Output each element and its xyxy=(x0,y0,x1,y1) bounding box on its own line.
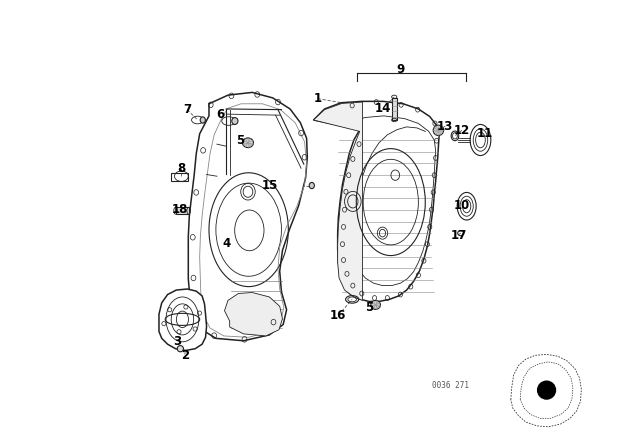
Ellipse shape xyxy=(200,117,205,123)
Text: 1: 1 xyxy=(314,92,322,105)
Text: 5: 5 xyxy=(365,301,374,314)
Bar xyxy=(175,207,189,214)
Text: 3: 3 xyxy=(173,335,181,348)
Text: 2: 2 xyxy=(180,349,189,362)
Bar xyxy=(392,98,397,120)
Circle shape xyxy=(538,381,556,399)
Text: 4: 4 xyxy=(222,237,230,250)
Text: 6: 6 xyxy=(216,108,225,121)
Polygon shape xyxy=(188,92,307,341)
Text: 9: 9 xyxy=(396,63,404,76)
Text: 18: 18 xyxy=(172,203,189,216)
Ellipse shape xyxy=(433,125,444,135)
Polygon shape xyxy=(159,289,207,350)
Text: 13: 13 xyxy=(437,120,453,133)
Ellipse shape xyxy=(243,138,253,147)
Ellipse shape xyxy=(470,125,491,155)
Text: 10: 10 xyxy=(454,199,470,212)
Text: 17: 17 xyxy=(451,229,467,242)
Ellipse shape xyxy=(309,182,314,189)
Text: 15: 15 xyxy=(262,179,278,192)
Polygon shape xyxy=(314,102,362,301)
Text: 0036 271: 0036 271 xyxy=(432,381,469,390)
Text: 14: 14 xyxy=(374,103,390,116)
Text: 12: 12 xyxy=(454,124,470,137)
Polygon shape xyxy=(225,293,282,336)
Text: 11: 11 xyxy=(477,127,493,140)
Ellipse shape xyxy=(177,345,184,352)
Ellipse shape xyxy=(232,117,238,125)
Polygon shape xyxy=(314,101,439,302)
Ellipse shape xyxy=(371,301,380,310)
Ellipse shape xyxy=(457,193,476,220)
Text: 16: 16 xyxy=(330,310,346,323)
Text: 5: 5 xyxy=(236,134,244,147)
Bar xyxy=(171,173,188,181)
Text: 8: 8 xyxy=(177,162,186,175)
Text: 7: 7 xyxy=(183,103,191,116)
